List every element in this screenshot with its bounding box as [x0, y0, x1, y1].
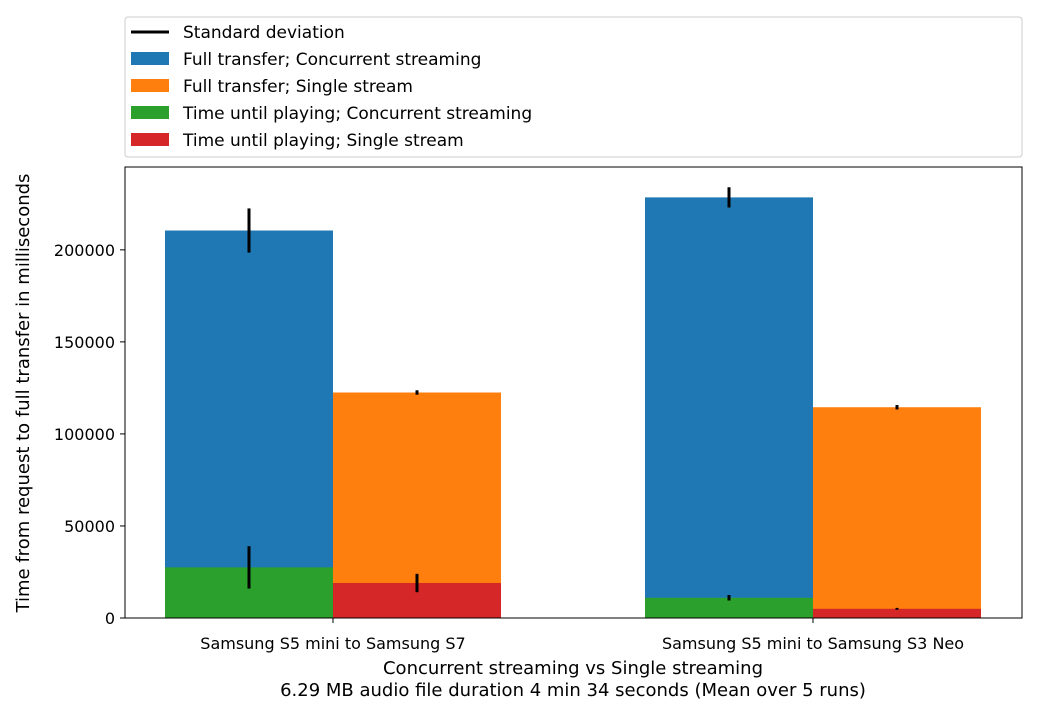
legend: Standard deviation Full transfer; Concurr…: [124, 16, 1023, 158]
x-axis-label-subtitle: 6.29 MB audio file duration 4 min 34 sec…: [280, 680, 866, 701]
legend-swatch: [131, 79, 169, 92]
y-tick-label: 50000: [64, 517, 115, 536]
bar: [813, 407, 981, 618]
error-bars: [247, 187, 899, 610]
bar: [645, 197, 813, 618]
legend-label: Full transfer; Single stream: [183, 77, 413, 97]
y-axis-label: Time from request to full transfer in mi…: [13, 174, 34, 614]
bar: [813, 608, 981, 618]
x-axis: Samsung S5 mini to Samsung S7 Samsung S5 …: [200, 618, 964, 653]
bars: [165, 197, 981, 618]
legend-swatch: [131, 133, 169, 146]
legend-label: Time until playing; Concurrent streaming: [182, 104, 532, 124]
legend-frame: [124, 16, 1023, 158]
y-tick-label: 0: [105, 609, 115, 628]
plot-frame: [124, 166, 1023, 619]
y-axis: 0 50000 100000 150000 200000: [54, 241, 125, 628]
x-axis-label: Concurrent streaming vs Single streaming: [383, 658, 763, 679]
x-tick-label: Samsung S5 mini to Samsung S7: [200, 634, 465, 653]
legend-label: Standard deviation: [183, 23, 345, 43]
y-tick-label: 200000: [54, 241, 115, 260]
legend-swatch: [131, 52, 169, 65]
y-tick-label: 150000: [54, 333, 115, 352]
legend-label: Time until playing; Single stream: [182, 131, 464, 151]
legend-swatch: [131, 106, 169, 119]
x-tick-label: Samsung S5 mini to Samsung S3 Neo: [662, 634, 964, 653]
legend-label: Full transfer; Concurrent streaming: [183, 50, 481, 70]
y-tick-label: 100000: [54, 425, 115, 444]
bar: [645, 597, 813, 618]
